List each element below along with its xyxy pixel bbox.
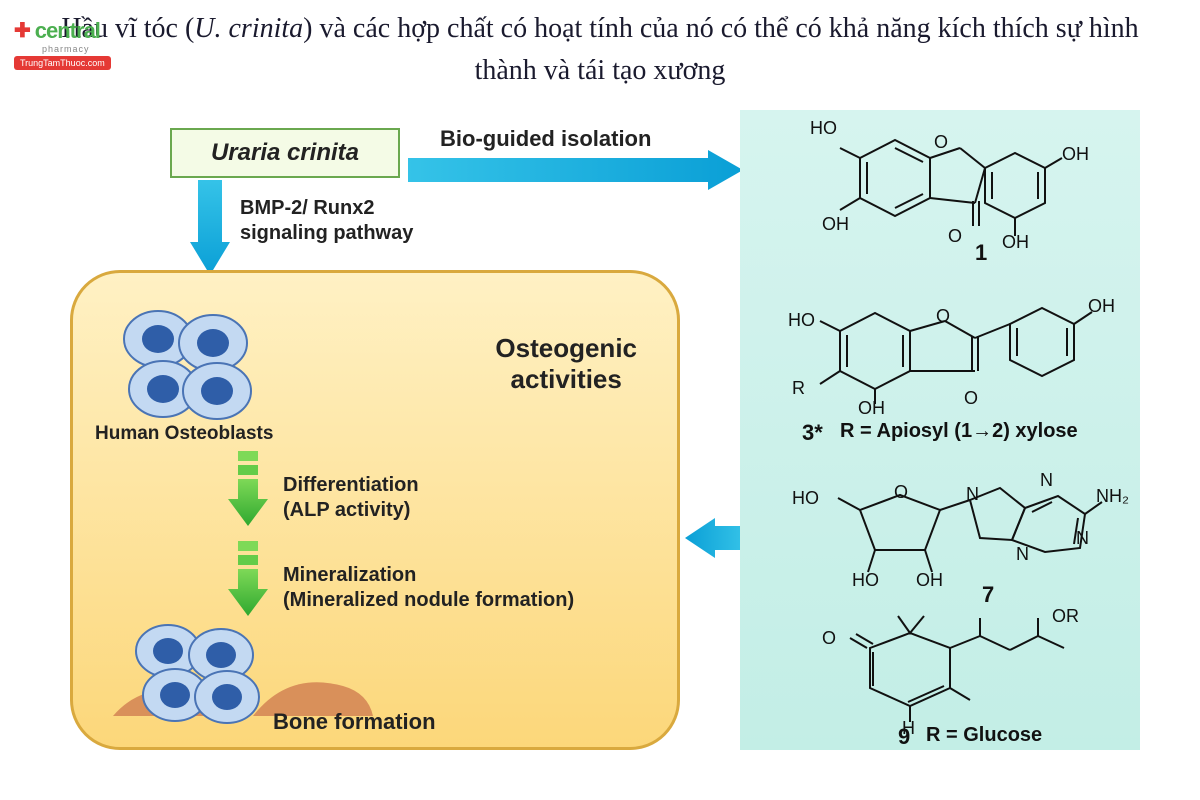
- diagram-container: Uraria crinita Bio-guided isolation BMP-…: [40, 110, 1160, 790]
- brand-sub: pharmacy: [42, 44, 111, 54]
- atom-oh2: OH: [1062, 144, 1089, 165]
- atom-r: R: [792, 378, 805, 399]
- arrow-bio-guided: [408, 150, 743, 190]
- compounds-panel: HO OH O O OH OH 1: [740, 110, 1140, 750]
- atom-o3: O: [964, 388, 978, 409]
- compound-9-sub: R = Glucose: [926, 724, 1042, 747]
- bmp-label: BMP-2/ Runx2 signaling pathway: [240, 196, 413, 246]
- differentiation-label: Differentiation (ALP activity): [283, 473, 419, 523]
- page-title: Hầu vĩ tóc (U. crinita) và các hợp chất …: [0, 8, 1200, 92]
- bmp-line2: signaling pathway: [240, 222, 413, 244]
- atom-n: N: [966, 484, 979, 505]
- osteogenic-title: Osteogenic activities: [495, 333, 637, 395]
- compound-9-structure: [820, 608, 1080, 728]
- atom-ho4: HO: [852, 570, 879, 591]
- compound-7-structure: [790, 460, 1110, 590]
- atom-n3: N: [1016, 544, 1029, 565]
- atom-n2: N: [1040, 470, 1053, 491]
- arrow-differentiation: [228, 451, 268, 526]
- uraria-label: Uraria crinita: [211, 139, 359, 167]
- watermark-logo: ✚ central pharmacy TrungTamThuoc.com: [14, 18, 111, 70]
- bone-formation-label: Bone formation: [273, 709, 436, 735]
- human-osteoblasts-label: Human Osteoblasts: [95, 423, 273, 445]
- atom-oh: OH: [822, 214, 849, 235]
- compound-9-num: 9: [898, 724, 910, 750]
- brand-tag: TrungTamThuoc.com: [14, 56, 111, 70]
- diff-l1: Differentiation: [283, 474, 419, 496]
- plus-icon: ✚: [14, 21, 31, 41]
- arrow-mineralization: [228, 541, 268, 616]
- bio-guided-label: Bio-guided isolation: [440, 126, 651, 152]
- atom-or: OR: [1052, 606, 1079, 627]
- diff-l2: (ALP activity): [283, 499, 410, 521]
- brand-text: central: [35, 18, 100, 44]
- atom-oh4: OH: [858, 398, 885, 419]
- compound-3-num: 3*: [802, 420, 823, 446]
- mineralization-label: Mineralization (Mineralized nodule forma…: [283, 563, 574, 613]
- compound-3-structure: [780, 276, 1110, 416]
- compound-3-sub: R = Apiosyl (1→2) xylose: [840, 420, 1078, 443]
- atom-o5: O: [894, 482, 908, 503]
- osteo-t2: activities: [511, 364, 622, 394]
- atom-oh6: OH: [916, 570, 943, 591]
- compound-1-num: 1: [975, 240, 987, 266]
- atom-o2: O: [934, 132, 948, 153]
- osteo-t1: Osteogenic: [495, 333, 637, 363]
- title-post: ) và các hợp chất có hoạt tính của nó có…: [303, 13, 1139, 86]
- title-species: U. crinita: [194, 13, 303, 44]
- atom-ho3: HO: [792, 488, 819, 509]
- atom-nh2: NH₂: [1096, 486, 1129, 507]
- min-l2: (Mineralized nodule formation): [283, 589, 574, 611]
- atom-n4: N: [1076, 528, 1089, 549]
- compound-7-num: 7: [982, 582, 994, 608]
- arrow-compounds-to-osteo: [685, 518, 745, 558]
- bmp-line1: BMP-2/ Runx2: [240, 197, 374, 219]
- atom-o6: O: [822, 628, 836, 649]
- osteogenic-panel: Osteogenic activities Human Osteoblasts: [70, 270, 680, 750]
- min-l1: Mineralization: [283, 564, 416, 586]
- atom-ho: HO: [810, 118, 837, 139]
- cells-top: [113, 301, 263, 421]
- atom-o4: O: [936, 306, 950, 327]
- arrow-bmp: [190, 180, 230, 275]
- atom-o: O: [948, 226, 962, 247]
- atom-oh3: OH: [1002, 232, 1029, 253]
- uraria-box: Uraria crinita: [170, 128, 400, 178]
- atom-oh5: OH: [1088, 296, 1115, 317]
- atom-ho2: HO: [788, 310, 815, 331]
